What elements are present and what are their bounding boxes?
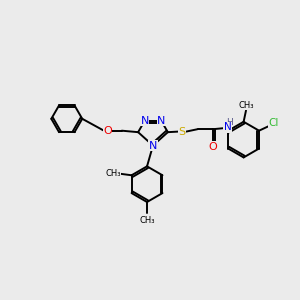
Text: CH₃: CH₃: [139, 216, 155, 225]
Text: S: S: [178, 127, 186, 136]
Text: H: H: [226, 118, 232, 127]
Text: CH₃: CH₃: [105, 169, 121, 178]
Text: N: N: [140, 116, 149, 126]
Text: CH₃: CH₃: [238, 100, 254, 109]
Text: O: O: [208, 142, 217, 152]
Text: N: N: [157, 116, 166, 126]
Text: O: O: [103, 126, 112, 136]
Text: Cl: Cl: [269, 118, 279, 128]
Text: N: N: [149, 140, 157, 151]
Text: N: N: [224, 122, 232, 132]
